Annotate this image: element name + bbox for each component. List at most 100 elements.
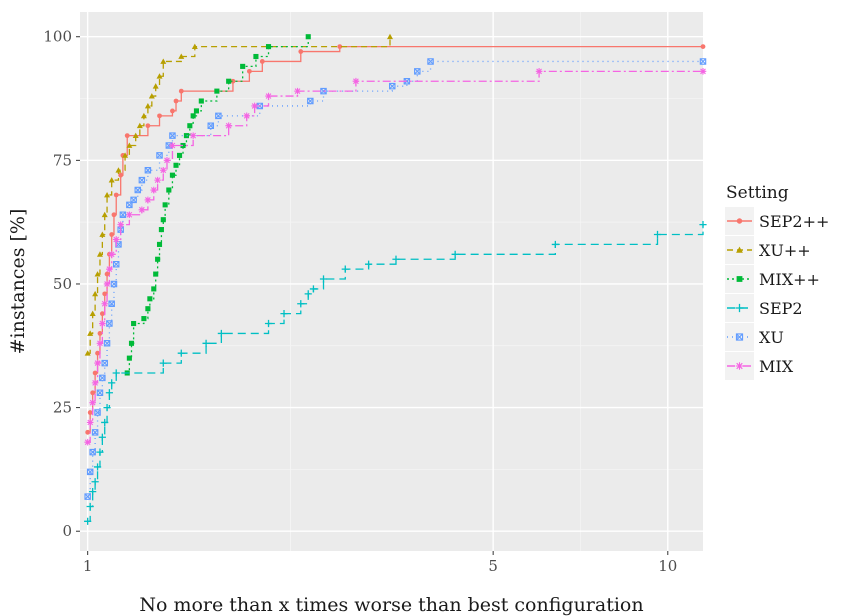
data-point-sep2 <box>304 290 312 298</box>
data-point-mix <box>243 112 251 120</box>
data-point-mixplusplus <box>147 296 153 302</box>
data-point-xuplusplus <box>122 152 129 158</box>
data-point-mix <box>169 142 176 149</box>
legend-key-marker <box>735 333 744 341</box>
data-point-xuplusplus <box>136 122 143 129</box>
data-point-mix <box>265 92 272 100</box>
data-point-sep2plusplus <box>102 291 108 297</box>
data-point-sep2 <box>297 300 305 308</box>
y-tick-label: 100 <box>43 28 72 46</box>
legend-label: SEP2 <box>759 299 803 318</box>
data-point-sep2 <box>96 448 104 456</box>
data-point-sep2plusplus <box>118 172 124 178</box>
data-point-sep2 <box>91 478 99 486</box>
series-line-mixplusplus <box>127 36 309 374</box>
legend: Setting SEP2++ XU++ MIX++ SEP2 XU MIX <box>725 183 829 380</box>
data-point-mixplusplus <box>253 53 259 60</box>
data-point-xu <box>156 152 163 159</box>
data-point-mix <box>126 211 133 219</box>
data-point-mixplusplus <box>155 256 161 262</box>
legend-item-xu: XU <box>725 323 784 351</box>
data-point-xuplusplus <box>84 350 91 356</box>
plot-panel <box>80 12 703 551</box>
data-point-mixplusplus <box>145 306 151 312</box>
data-point-mix <box>108 251 115 258</box>
data-point-mixplusplus <box>166 187 172 193</box>
data-point-xu <box>106 320 113 327</box>
legend-key-marker <box>736 276 743 282</box>
y-axis-title: #instances [%] <box>7 209 29 355</box>
data-point-xuplusplus <box>101 211 108 218</box>
data-point-sep2plusplus <box>230 78 236 84</box>
data-point-xuplusplus <box>132 132 139 139</box>
data-point-xuplusplus <box>96 251 103 257</box>
data-point-sep2 <box>451 250 459 258</box>
data-point-sep2plusplus <box>157 113 162 119</box>
data-point-mix <box>99 320 106 327</box>
data-point-mix <box>91 379 99 387</box>
data-point-mixplusplus <box>160 217 166 223</box>
legend-item-xuplusplus: XU++ <box>725 236 811 264</box>
data-point-mixplusplus <box>187 123 193 129</box>
data-point-xuplusplus <box>87 330 94 336</box>
data-point-mix <box>84 438 91 446</box>
series-layer <box>84 33 707 525</box>
data-point-mixplusplus <box>158 227 164 233</box>
legend-key-marker <box>736 218 743 224</box>
data-point-xu <box>320 87 327 95</box>
data-point-xu <box>138 176 146 184</box>
data-point-mix <box>117 221 124 228</box>
data-point-sep2 <box>217 329 225 338</box>
data-point-mix <box>106 265 113 273</box>
data-point-mix <box>138 206 146 214</box>
legend-item-sep2plusplus: SEP2++ <box>725 207 829 235</box>
legend-item-mixplusplus: MIX++ <box>725 265 820 293</box>
data-point-mix <box>112 236 120 243</box>
data-point-sep2 <box>341 265 349 273</box>
data-point-sep2 <box>84 517 92 525</box>
data-point-xu <box>130 196 137 204</box>
data-point-xu <box>108 300 115 308</box>
data-point-xuplusplus <box>152 83 159 89</box>
data-point-sep2 <box>98 433 106 441</box>
data-point-mixplusplus <box>156 241 163 247</box>
y-tick-label: 50 <box>53 275 72 293</box>
data-point-mixplusplus <box>169 172 175 178</box>
data-point-xuplusplus <box>144 102 151 109</box>
data-point-sep2 <box>319 275 328 283</box>
x-axis-title: No more than x times worse than best con… <box>139 594 643 616</box>
data-point-sep2plusplus <box>90 390 96 396</box>
data-point-xu <box>169 132 176 139</box>
series-mix <box>84 68 707 446</box>
data-point-mix <box>159 166 167 174</box>
data-point-xu <box>144 166 152 174</box>
data-point-sep2 <box>101 418 109 427</box>
data-point-sep2plusplus <box>700 44 706 50</box>
legend-label: XU <box>759 328 784 347</box>
data-point-xu <box>215 112 222 120</box>
data-point-sep2plusplus <box>109 232 115 237</box>
data-point-mix <box>89 399 96 406</box>
data-point-sep2plusplus <box>97 331 103 336</box>
legend-item-mix: MIX <box>725 352 794 380</box>
data-point-sep2 <box>551 240 559 249</box>
data-point-mixplusplus <box>151 286 157 292</box>
data-point-sep2plusplus <box>173 98 179 104</box>
data-point-mixplusplus <box>183 133 189 139</box>
data-point-mixplusplus <box>226 78 232 84</box>
data-point-mixplusplus <box>190 113 196 119</box>
data-point-mix <box>154 176 161 184</box>
data-point-xu <box>94 409 101 416</box>
legend-label: MIX++ <box>759 270 820 289</box>
data-point-xuplusplus <box>386 33 393 40</box>
data-point-xu <box>110 280 118 288</box>
data-point-mixplusplus <box>214 88 220 94</box>
data-point-sep2 <box>108 379 116 387</box>
data-point-sep2plusplus <box>178 88 184 94</box>
series-xu <box>84 58 707 500</box>
data-point-xu <box>99 374 106 382</box>
data-point-mixplusplus <box>162 202 168 208</box>
data-point-sep2 <box>112 369 120 377</box>
data-point-mixplusplus <box>126 355 132 361</box>
